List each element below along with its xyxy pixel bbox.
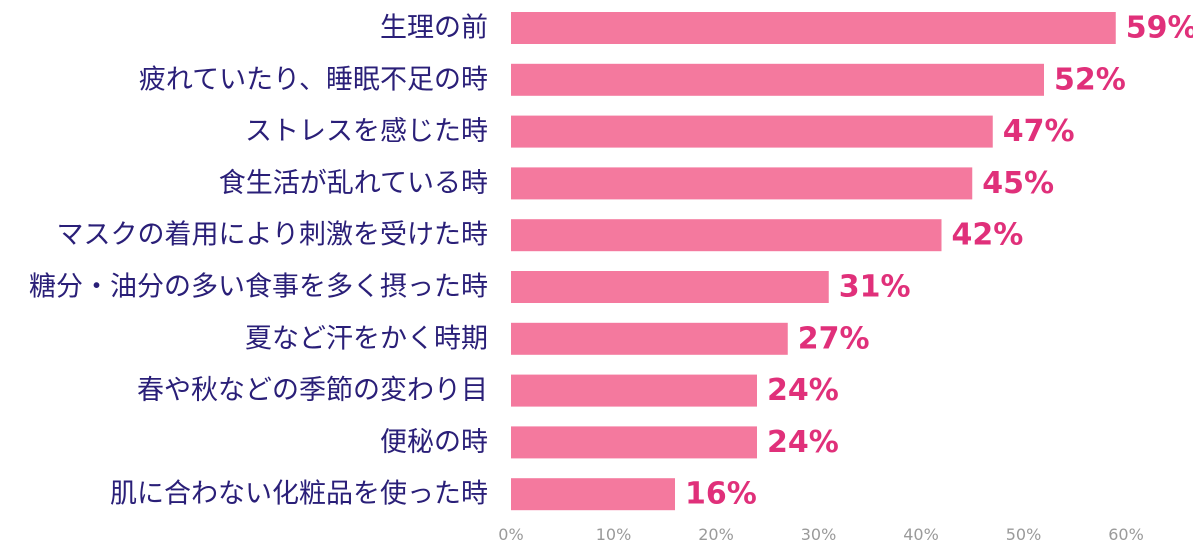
x-tick-label: 30% xyxy=(801,525,837,544)
x-tick-label: 10% xyxy=(596,525,632,544)
category-label: 糖分・油分の多い食事を多く摂った時 xyxy=(29,272,488,303)
data-label: 24% xyxy=(767,373,839,408)
category-label: 便秘の時 xyxy=(380,427,488,458)
category-label: 食生活が乱れている時 xyxy=(219,168,488,199)
category-label: 生理の前 xyxy=(380,13,488,44)
category-label: マスクの着用により刺激を受けた時 xyxy=(57,220,488,251)
bar xyxy=(511,219,942,252)
bar xyxy=(511,478,675,511)
category-label: 春や秋などの季節の変わり目 xyxy=(137,375,488,406)
x-tick-label: 20% xyxy=(698,525,734,544)
data-label: 16% xyxy=(685,477,757,512)
category-label: 肌に合わない化粧品を使った時 xyxy=(110,479,488,510)
category-label: 夏など汗をかく時期 xyxy=(245,323,488,354)
bar xyxy=(511,115,993,148)
x-tick-label: 0% xyxy=(498,525,523,544)
bar xyxy=(511,167,973,200)
category-label: 疲れていたり、睡眠不足の時 xyxy=(139,64,488,95)
bar xyxy=(511,374,757,407)
category-label: ストレスを感じた時 xyxy=(245,116,488,147)
data-label: 45% xyxy=(982,166,1054,201)
bar xyxy=(511,271,829,303)
bar xyxy=(511,426,757,459)
data-label: 52% xyxy=(1054,62,1126,97)
x-tick-label: 60% xyxy=(1108,525,1144,544)
x-tick-label: 50% xyxy=(1006,525,1042,544)
bar xyxy=(511,322,788,355)
data-label: 31% xyxy=(839,270,911,305)
data-label: 42% xyxy=(952,218,1024,253)
data-label: 59% xyxy=(1126,11,1193,46)
data-label: 27% xyxy=(798,321,870,356)
x-tick-label: 40% xyxy=(903,525,939,544)
bar xyxy=(511,12,1116,44)
data-label: 24% xyxy=(767,425,839,460)
data-label: 47% xyxy=(1003,114,1075,149)
bar xyxy=(511,63,1044,96)
